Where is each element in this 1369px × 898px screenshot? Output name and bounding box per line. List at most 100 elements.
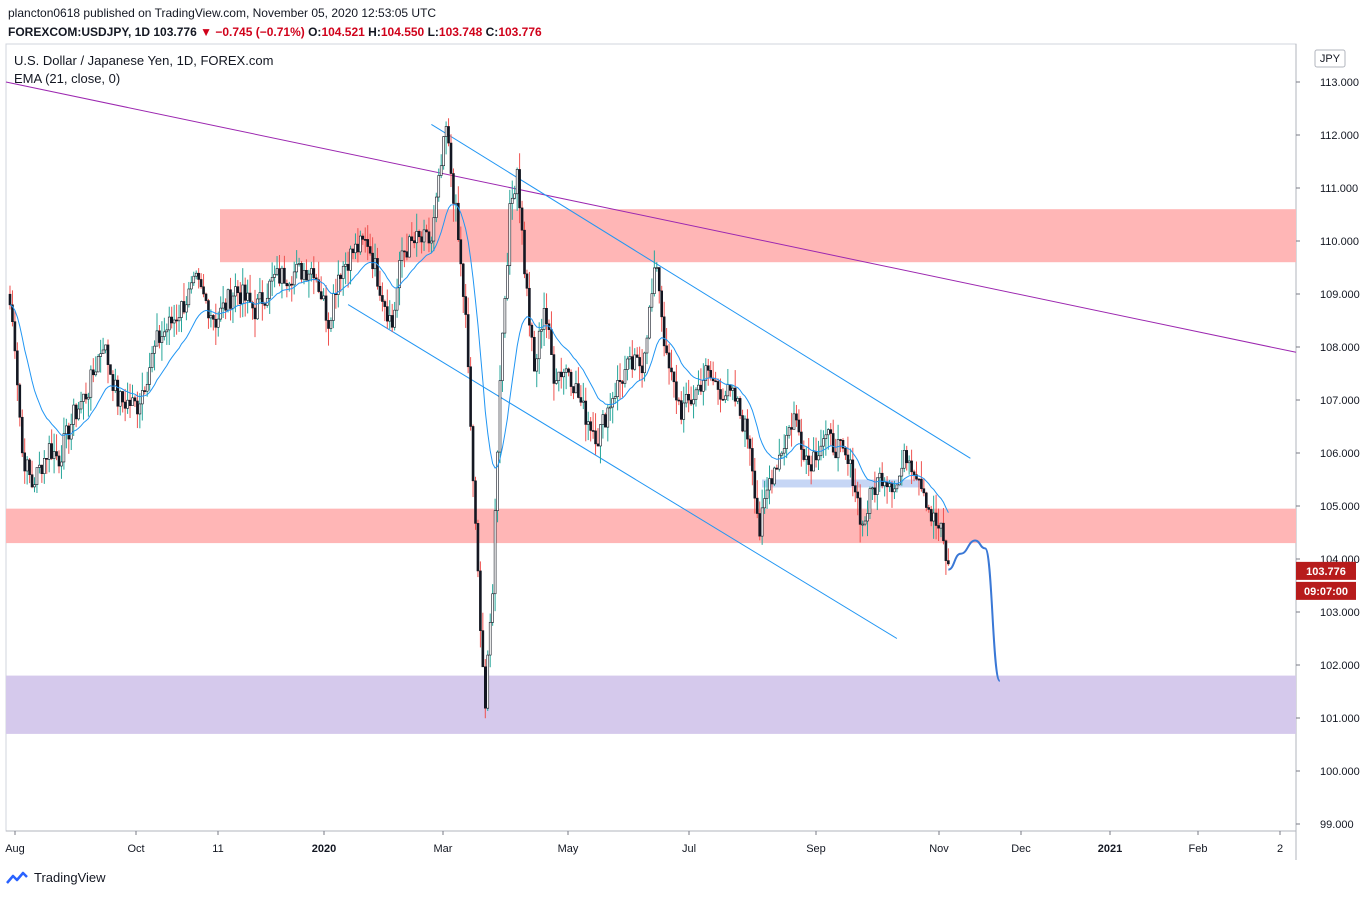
candle-body[interactable] <box>354 243 357 254</box>
candle-body[interactable] <box>577 383 580 398</box>
candle-body[interactable] <box>400 250 404 261</box>
candle-body[interactable] <box>256 298 259 320</box>
candle-body[interactable] <box>33 484 36 488</box>
candle-body[interactable] <box>559 371 563 378</box>
candle-body[interactable] <box>616 380 619 397</box>
channel-lower[interactable] <box>347 304 898 639</box>
candle-body[interactable] <box>760 507 764 537</box>
candle-body[interactable] <box>224 302 227 311</box>
candle-body[interactable] <box>501 332 504 381</box>
candle-body[interactable] <box>741 415 744 432</box>
candle-body[interactable] <box>679 400 683 420</box>
candle-body[interactable] <box>773 467 776 485</box>
candle-body[interactable] <box>643 352 646 374</box>
candle-body[interactable] <box>650 293 654 308</box>
candle-body[interactable] <box>525 273 529 289</box>
candle-body[interactable] <box>611 398 615 408</box>
candle-body[interactable] <box>297 262 301 265</box>
candle-body[interactable] <box>415 231 419 244</box>
candle-body[interactable] <box>841 440 845 449</box>
candle-body[interactable] <box>907 460 911 464</box>
candle-body[interactable] <box>25 459 29 472</box>
candle-body[interactable] <box>324 295 328 321</box>
candle-body[interactable] <box>216 318 220 328</box>
candle-body[interactable] <box>856 491 860 499</box>
candle-body[interactable] <box>185 304 188 313</box>
candle-body[interactable] <box>508 203 512 266</box>
candle-body[interactable] <box>28 459 31 476</box>
candle-body[interactable] <box>172 319 176 324</box>
candle-body[interactable] <box>714 380 717 383</box>
candle-body[interactable] <box>584 400 588 425</box>
candle-body[interactable] <box>390 315 394 328</box>
candle-body[interactable] <box>689 399 693 405</box>
candle-body[interactable] <box>92 369 95 376</box>
candle-body[interactable] <box>145 383 149 392</box>
candle-body[interactable] <box>719 389 722 400</box>
candle-body[interactable] <box>675 381 678 401</box>
candle-body[interactable] <box>777 454 781 470</box>
candle-body[interactable] <box>40 464 44 474</box>
candle-body[interactable] <box>623 369 627 384</box>
candle-body[interactable] <box>312 268 316 279</box>
candle-body[interactable] <box>150 352 154 368</box>
candle-body[interactable] <box>466 314 470 368</box>
candle-body[interactable] <box>319 291 323 300</box>
candle-body[interactable] <box>579 397 583 403</box>
candle-body[interactable] <box>528 287 531 326</box>
candle-body[interactable] <box>405 251 409 258</box>
candle-body[interactable] <box>87 396 90 400</box>
candle-body[interactable] <box>780 452 784 456</box>
candle-body[interactable] <box>295 263 298 273</box>
candle-body[interactable] <box>329 320 333 329</box>
candle-body[interactable] <box>13 321 17 352</box>
candle-body[interactable] <box>158 330 161 343</box>
candle-body[interactable] <box>802 449 806 460</box>
candle-body[interactable] <box>11 304 14 323</box>
candle-body[interactable] <box>180 301 183 318</box>
candle-body[interactable] <box>69 423 73 440</box>
candle-body[interactable] <box>807 455 811 465</box>
candle-body[interactable] <box>305 269 308 281</box>
candle-body[interactable] <box>62 433 66 463</box>
candle-body[interactable] <box>136 400 139 415</box>
candle-body[interactable] <box>785 434 788 449</box>
candle-body[interactable] <box>924 492 928 508</box>
candle-body[interactable] <box>155 330 159 347</box>
candle-body[interactable] <box>20 416 24 454</box>
candle-body[interactable] <box>163 331 166 337</box>
candle-body[interactable] <box>16 350 19 386</box>
candle-body[interactable] <box>349 248 352 271</box>
candle-body[interactable] <box>449 142 453 174</box>
candle-body[interactable] <box>687 393 690 401</box>
candle-body[interactable] <box>204 293 208 301</box>
candle-body[interactable] <box>23 452 27 472</box>
candle-body[interactable] <box>706 365 710 371</box>
candle-body[interactable] <box>483 666 487 709</box>
candle-body[interactable] <box>902 450 906 469</box>
candle-body[interactable] <box>167 316 171 331</box>
candle-body[interactable] <box>202 286 205 295</box>
candle-body[interactable] <box>888 483 891 488</box>
candle-body[interactable] <box>589 421 592 431</box>
ema-indicator-label[interactable]: EMA (21, close, 0) <box>14 71 121 86</box>
candle-body[interactable] <box>638 357 641 367</box>
candle-body[interactable] <box>393 309 396 328</box>
candle-body[interactable] <box>758 513 762 537</box>
candle-body[interactable] <box>829 429 833 434</box>
candle-body[interactable] <box>709 370 713 379</box>
candle-body[interactable] <box>868 488 872 514</box>
candle-body[interactable] <box>187 288 191 306</box>
candle-body[interactable] <box>207 300 210 319</box>
candle-body[interactable] <box>890 483 894 493</box>
candle-body[interactable] <box>199 279 203 288</box>
candle-body[interactable] <box>878 472 882 479</box>
candle-body[interactable] <box>782 448 786 454</box>
candle-body[interactable] <box>684 393 688 404</box>
candle-body[interactable] <box>775 467 779 470</box>
candle-body[interactable] <box>542 308 546 330</box>
candle-body[interactable] <box>751 448 754 472</box>
candle-body[interactable] <box>381 295 384 302</box>
candle-body[interactable] <box>368 246 372 254</box>
candle-body[interactable] <box>765 489 769 499</box>
